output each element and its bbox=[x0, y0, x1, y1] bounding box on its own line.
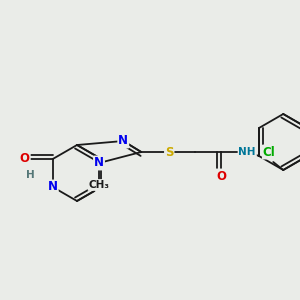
Text: N: N bbox=[96, 181, 106, 194]
Text: Cl: Cl bbox=[263, 146, 276, 158]
Text: N: N bbox=[48, 181, 58, 194]
Text: NH: NH bbox=[238, 147, 256, 157]
Text: O: O bbox=[216, 169, 226, 182]
Text: N: N bbox=[118, 134, 128, 148]
Text: S: S bbox=[165, 146, 173, 158]
Text: O: O bbox=[20, 152, 30, 166]
Text: N: N bbox=[94, 157, 104, 169]
Text: CH₃: CH₃ bbox=[88, 180, 110, 190]
Text: H: H bbox=[26, 170, 35, 180]
